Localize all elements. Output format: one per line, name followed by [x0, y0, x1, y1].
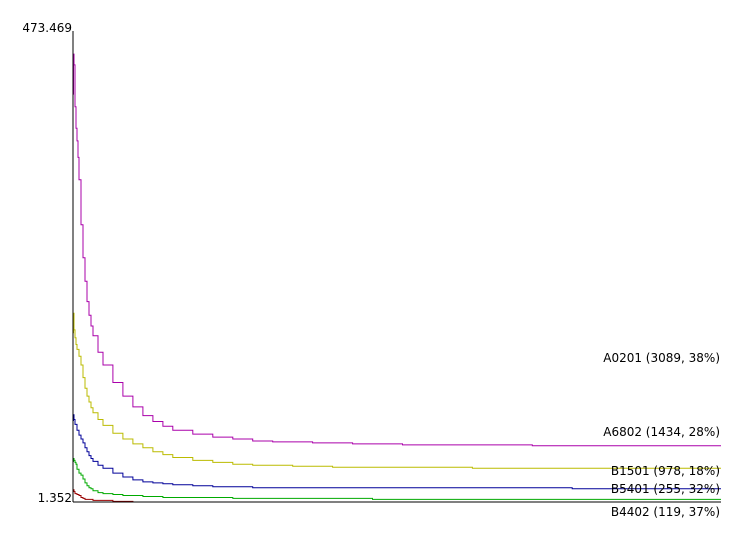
series-line-3 — [73, 458, 721, 500]
series-label-3: B5401 (255, 32%) — [611, 482, 720, 496]
series-label-4: B4402 (119, 37%) — [611, 505, 720, 519]
series-labels: A0201 (3089, 38%) A6802 (1434, 28%) B1501 … — [603, 351, 720, 519]
series-label-0: A0201 (3089, 38%) — [603, 351, 720, 365]
series-label-1: A6802 (1434, 28%) — [603, 425, 720, 439]
series-line-1 — [73, 312, 721, 469]
series-line-0 — [73, 53, 721, 447]
series-line-2 — [73, 414, 721, 490]
series-lines — [73, 53, 721, 503]
series-line-4 — [73, 489, 721, 503]
series-label-2: B1501 (978, 18%) — [611, 464, 720, 478]
y-tick-label-min: 1.352 — [38, 491, 72, 505]
y-tick-label-max: 473.469 — [22, 21, 72, 35]
